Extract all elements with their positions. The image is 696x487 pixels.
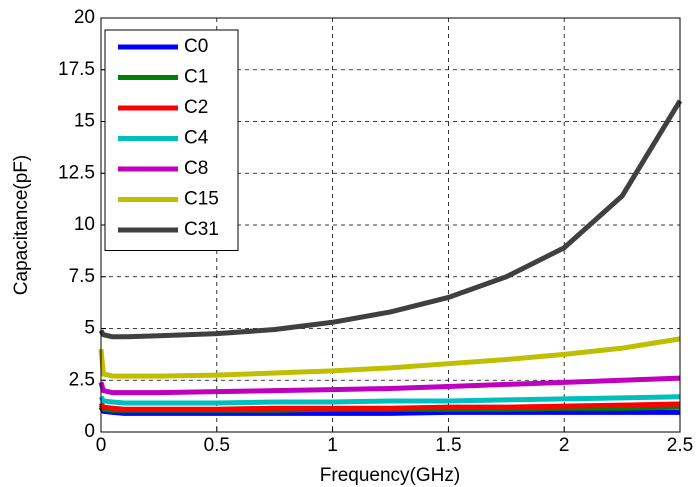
x-tick-label: 0.5: [204, 435, 230, 456]
legend-label: C4: [184, 128, 209, 149]
y-tick-label: 0: [84, 421, 95, 442]
x-tick-label: 2.5: [667, 435, 693, 456]
x-tick-label: 1.5: [435, 435, 461, 456]
x-tick-label: 0: [96, 435, 107, 456]
series-line: [98, 99, 683, 340]
y-tick-label: 20: [74, 7, 95, 28]
series-line: [98, 401, 681, 412]
x-axis-label: Frequency(GHz): [320, 465, 460, 486]
series-line: [98, 375, 681, 396]
y-tick-label: 7.5: [69, 266, 95, 287]
legend-label: C31: [184, 219, 219, 240]
y-tick-label: 2.5: [69, 369, 95, 390]
y-tick-label: 15: [74, 111, 95, 132]
y-tick-label: 10: [74, 214, 95, 235]
plot-frame: [100, 17, 681, 433]
y-tick-label: 12.5: [58, 162, 95, 183]
legend-label: C8: [184, 158, 208, 179]
y-tick-label: 5: [84, 318, 95, 339]
y-axis-label: Capacitance(pF): [11, 155, 32, 295]
x-tick-label: 2: [559, 435, 570, 456]
x-tick-label: 1: [327, 435, 338, 456]
series-line: [98, 394, 681, 406]
legend-label: C2: [184, 97, 208, 118]
legend-label: C0: [184, 36, 208, 57]
series-line: [98, 336, 681, 379]
legend-label: C15: [184, 189, 219, 210]
y-tick-label: 17.5: [58, 59, 95, 80]
legend-label: C1: [184, 67, 208, 88]
